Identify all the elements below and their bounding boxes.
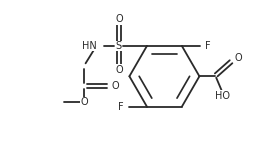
Text: S: S [116,41,122,51]
Text: O: O [234,53,242,63]
Text: HN: HN [82,41,96,51]
Text: O: O [115,14,123,24]
Text: HO: HO [215,91,230,101]
Text: O: O [115,65,123,75]
Text: F: F [205,41,211,51]
Text: O: O [80,97,88,107]
Text: F: F [118,102,124,112]
Text: O: O [112,81,120,91]
